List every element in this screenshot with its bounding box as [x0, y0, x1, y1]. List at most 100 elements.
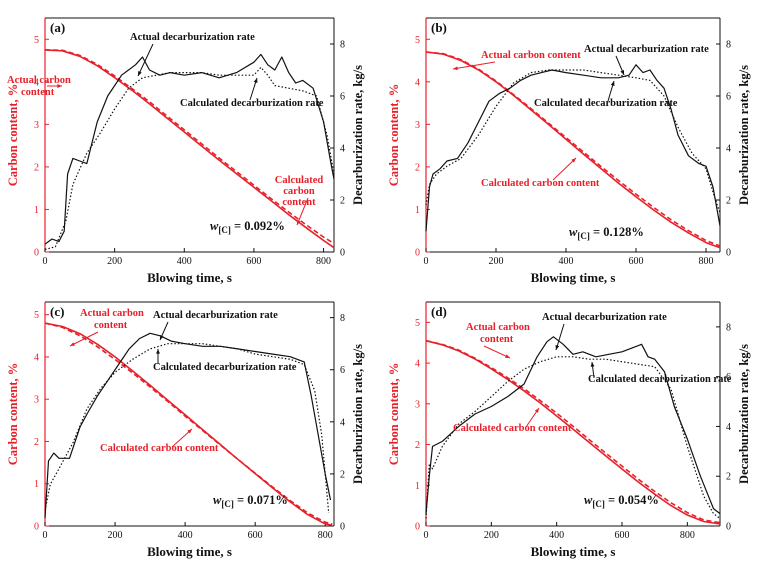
left-y-tick-label: 0	[415, 522, 420, 533]
annotation-arrow-actual-rate-head	[620, 70, 625, 75]
annotation-calculated-rate: Calculated decarburization rate	[180, 98, 324, 109]
left-y-tick-label: 5	[34, 35, 39, 46]
right-y-tick-label: 4	[726, 422, 731, 433]
annotation-arrow-actual-carbon-head	[505, 354, 510, 358]
right-y-tick-label: 6	[340, 92, 345, 103]
annotation-actual-carbon: content	[480, 334, 514, 345]
x-axis-title: Blowing time, s	[147, 544, 232, 559]
x-tick-label: 0	[43, 530, 48, 541]
annotation-arrow-calculated-carbon-head	[296, 220, 301, 225]
series-line-actual-decarburization-rate	[425, 336, 721, 515]
right-y-tick-label: 2	[340, 196, 345, 207]
annotation-actual-carbon: content	[94, 320, 128, 331]
annotation-arrow-calculated-rate-head	[610, 81, 615, 86]
left-y-tick-label: 4	[34, 77, 39, 88]
right-y-axis-title: Decarburization rate, kg/s	[351, 65, 365, 205]
x-tick-label: 400	[559, 256, 574, 267]
left-y-tick-label: 2	[34, 162, 39, 173]
right-y-tick-label: 0	[340, 248, 345, 259]
series-line-calculated-decarburization-rate	[44, 66, 335, 250]
annotation-actual-carbon: Actual carbon	[466, 322, 530, 333]
annotation-calculated-carbon: Calculated carbon content	[453, 423, 572, 434]
right-y-tick-label: 4	[726, 144, 731, 155]
annotation-arrow-actual-carbon	[69, 331, 99, 347]
right-y-axis-title: Decarburization rate, kg/s	[737, 65, 751, 205]
annotation-arrow-calculated-rate-head	[156, 349, 160, 354]
annotation-actual-carbon: Actual carbon content	[481, 50, 581, 61]
x-tick-label: 600	[248, 530, 263, 541]
annotation-actual-carbon: Actual carbon	[80, 308, 144, 319]
annotation-arrow-actual-rate-head	[138, 71, 142, 76]
right-y-tick-label: 2	[340, 469, 345, 480]
annotation-calculated-rate: Calculated decarburization rate	[153, 362, 297, 373]
x-tick-label: 200	[484, 530, 499, 541]
chart-panel-a: 0 200 400 600 800 0 1 2 3 4 5 0 2 4 6 8 (a) Blowing time,…	[6, 17, 365, 285]
panel-label: (b)	[431, 20, 447, 35]
x-tick-label: 800	[318, 530, 333, 541]
annotation-arrow-actual-rate-head	[160, 335, 164, 340]
annotation-calculated-rate: Calculated decarburization rate	[588, 374, 732, 385]
left-y-tick-label: 5	[415, 318, 420, 329]
series-line-calculated-carbon-content	[425, 51, 721, 247]
right-y-tick-label: 2	[726, 196, 731, 207]
chart-panel-d: 0 200 400 600 800 0 1 2 3 4 5 0 2 4 6 8 (d) Blowing time,…	[387, 301, 751, 559]
right-y-tick-label: 4	[340, 144, 345, 155]
left-y-tick-label: 5	[415, 35, 420, 46]
series-line-calculated-carbon-content	[44, 322, 333, 525]
annotation-actual-carbon: Actual carbon	[7, 75, 71, 86]
left-y-tick-label: 0	[34, 248, 39, 259]
final-carbon-label: w[C] = 0.071%	[213, 493, 288, 509]
right-y-tick-label: 8	[340, 313, 345, 324]
right-y-tick-label: 0	[726, 522, 731, 533]
annotation-actual-rate: Actual decarburization rate	[584, 44, 709, 55]
annotation-arrow-calculated-carbon-head	[571, 158, 576, 163]
left-y-tick-label: 2	[415, 440, 420, 451]
left-y-tick-label: 0	[34, 522, 39, 533]
series-line-actual-decarburization-rate	[44, 53, 335, 245]
x-tick-label: 400	[549, 530, 564, 541]
left-y-axis-title: Carbon content, %	[6, 84, 20, 186]
left-y-tick-label: 3	[415, 399, 420, 410]
right-y-tick-label: 8	[726, 322, 731, 333]
x-tick-label: 0	[424, 256, 429, 267]
annotation-calculated-carbon: content	[282, 197, 316, 208]
final-carbon-label: w[C] = 0.128%	[569, 225, 644, 241]
annotation-actual-rate: Actual decarburization rate	[542, 312, 667, 323]
series-line-calculated-decarburization-rate	[425, 69, 721, 214]
annotation-arrow-actual-carbon	[483, 345, 511, 359]
series-line-actual-carbon-content	[44, 322, 333, 526]
x-tick-label: 800	[699, 256, 714, 267]
x-tick-label: 200	[107, 256, 122, 267]
left-y-tick-label: 4	[34, 352, 39, 363]
series-line-calculated-carbon-content	[44, 49, 335, 245]
annotation-calculated-carbon: Calculated carbon content	[481, 178, 600, 189]
annotation-arrow-calculated-rate-head	[590, 362, 595, 367]
left-y-tick-label: 4	[415, 359, 420, 370]
annotation-calculated-carbon: carbon	[283, 186, 315, 197]
annotation-arrow-actual-rate-head	[555, 345, 560, 350]
left-y-tick-label: 1	[415, 481, 420, 492]
right-y-tick-label: 8	[726, 40, 731, 51]
annotation-actual-rate: Actual decarburization rate	[130, 32, 255, 43]
annotation-arrow-calculated-carbon-head	[534, 408, 539, 413]
right-y-axis-title: Decarburization rate, kg/s	[351, 344, 365, 484]
annotation-arrow-actual-carbon-head	[57, 84, 62, 88]
series-line-calculated-decarburization-rate	[44, 343, 330, 514]
x-axis-title: Blowing time, s	[147, 270, 232, 285]
left-y-tick-label: 0	[415, 248, 420, 259]
annotation-actual-carbon: content	[21, 87, 55, 98]
chart-panel-c: 0 200 400 600 800 0 1 2 3 4 5 0 2 4 6 8 (c) Blowing time,…	[6, 301, 365, 559]
annotation-arrow-actual-carbon-head	[453, 66, 458, 71]
right-y-axis-title: Decarburization rate, kg/s	[737, 344, 751, 484]
right-y-tick-label: 6	[340, 365, 345, 376]
left-y-tick-label: 4	[415, 77, 420, 88]
series-line-actual-carbon-content	[425, 51, 721, 249]
left-y-tick-label: 3	[415, 120, 420, 131]
annotation-arrow-calculated-rate-head	[253, 78, 258, 83]
annotation-arrow-calculated-carbon	[552, 157, 577, 181]
right-y-tick-label: 0	[340, 522, 345, 533]
left-y-tick-label: 2	[415, 162, 420, 173]
x-tick-label: 600	[629, 256, 644, 267]
annotation-calculated-carbon: Calculated	[275, 175, 324, 186]
